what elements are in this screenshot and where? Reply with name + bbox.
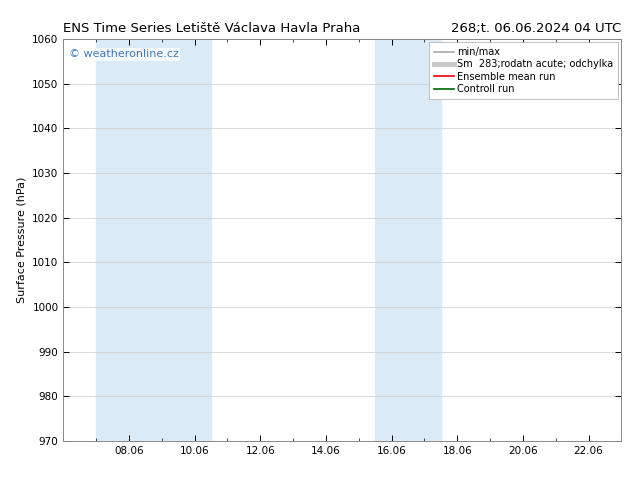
Text: ENS Time Series Letiště Václava Havla Praha: ENS Time Series Letiště Václava Havla Pr… — [63, 22, 361, 35]
Legend: min/max, Sm  283;rodatn acute; odchylka, Ensemble mean run, Controll run: min/max, Sm 283;rodatn acute; odchylka, … — [429, 42, 618, 99]
Y-axis label: Surface Pressure (hPa): Surface Pressure (hPa) — [16, 177, 27, 303]
Bar — [375, 39, 441, 441]
Text: © weatheronline.cz: © weatheronline.cz — [69, 49, 179, 59]
Text: 268;t. 06.06.2024 04 UTC: 268;t. 06.06.2024 04 UTC — [451, 22, 621, 35]
Bar — [96, 39, 211, 441]
